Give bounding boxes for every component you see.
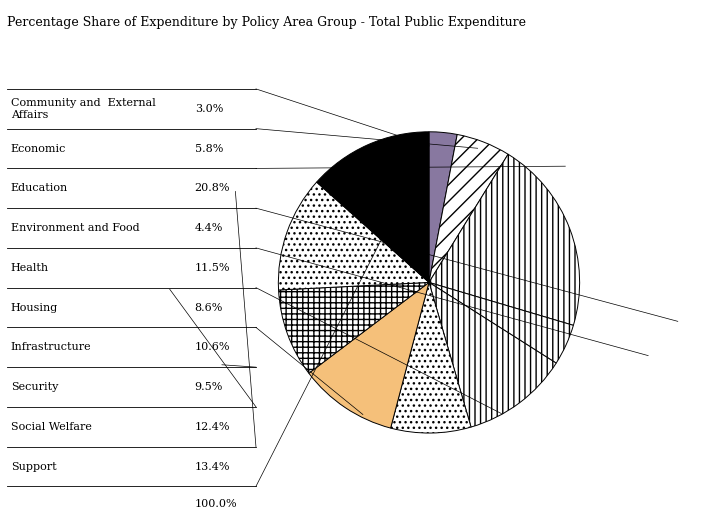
Wedge shape [429,132,457,282]
Text: 13.4%: 13.4% [195,461,230,472]
Text: 11.5%: 11.5% [195,263,230,273]
Text: Housing: Housing [11,302,58,313]
Wedge shape [391,282,471,433]
Wedge shape [429,282,556,427]
Text: Support: Support [11,461,56,472]
Text: 12.4%: 12.4% [195,422,230,432]
Text: 100.0%: 100.0% [195,499,237,509]
Text: Percentage Share of Expenditure by Policy Area Group - Total Public Expenditure: Percentage Share of Expenditure by Polic… [7,16,526,29]
Text: Social Welfare: Social Welfare [11,422,92,432]
Text: Security: Security [11,382,58,392]
Text: 3.0%: 3.0% [195,104,223,114]
Text: Economic: Economic [11,143,66,154]
Wedge shape [309,282,429,428]
Text: 8.6%: 8.6% [195,302,223,313]
Wedge shape [429,154,580,325]
Wedge shape [317,132,429,282]
Text: 9.5%: 9.5% [195,382,223,392]
Text: Infrastructure: Infrastructure [11,342,92,353]
Wedge shape [278,282,429,373]
Text: Education: Education [11,183,68,194]
Wedge shape [429,282,573,363]
Text: Health: Health [11,263,49,273]
Wedge shape [429,134,508,282]
Text: Community and  External
Affairs: Community and External Affairs [11,98,156,120]
Text: Environment and Food: Environment and Food [11,223,139,233]
Text: 20.8%: 20.8% [195,183,230,194]
Text: 5.8%: 5.8% [195,143,223,154]
Text: 10.6%: 10.6% [195,342,230,353]
Text: 4.4%: 4.4% [195,223,223,233]
Wedge shape [278,182,429,290]
